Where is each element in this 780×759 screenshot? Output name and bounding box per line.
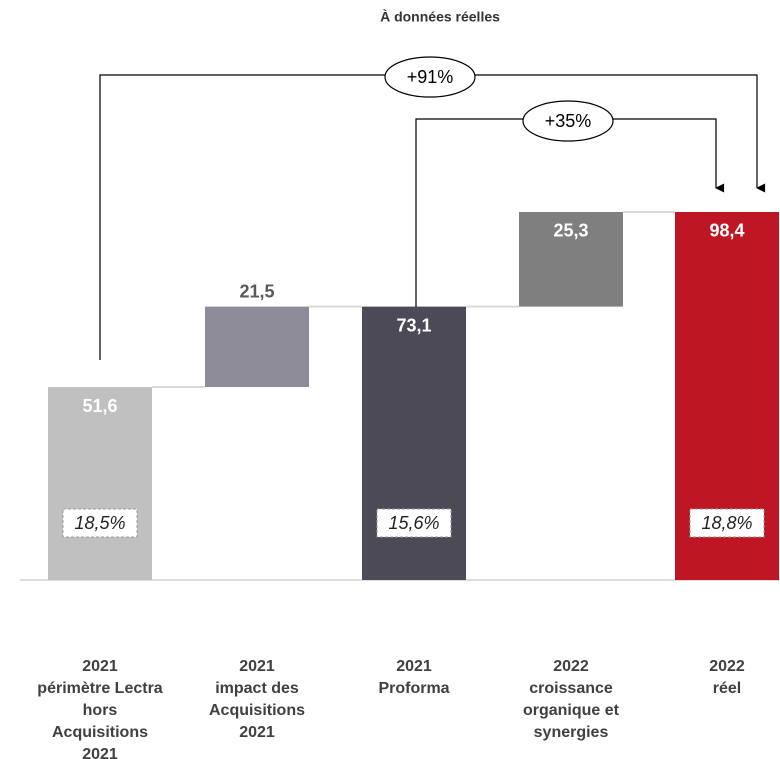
value-label: 51,6 [82, 396, 117, 416]
bar [519, 211, 623, 307]
value-label: 25,3 [553, 221, 588, 241]
margin-box [689, 508, 765, 538]
annotation: +35% [545, 111, 592, 131]
x-tick-label: réel [713, 680, 741, 697]
x-tick-label: Acquisitions [209, 702, 305, 719]
value-label: 21,5 [239, 281, 274, 301]
x-tick-label: impact des [215, 680, 299, 697]
x-tick-label: croissance [529, 680, 613, 697]
x-tick-label: 2021 [396, 658, 432, 675]
x-tick-label: 2021 [239, 658, 275, 675]
x-tick-label: Acquisitions [52, 724, 148, 741]
x-tick-label: Proforma [378, 680, 449, 697]
value-label: 98,4 [709, 221, 744, 241]
bar [48, 387, 152, 580]
margin-label: 15,6% [388, 513, 439, 533]
bar [205, 306, 309, 388]
bar [362, 306, 466, 580]
margin-box [376, 508, 452, 538]
x-tick-label: 2021 [82, 746, 118, 759]
chart-title: À données réelles [380, 9, 500, 25]
x-tick-label: périmètre Lectra [37, 680, 162, 697]
margin-label: 18,8% [701, 513, 752, 533]
x-tick-label: 2022 [553, 658, 589, 675]
x-tick-label: 2022 [709, 658, 745, 675]
x-tick-label: organique et [523, 702, 620, 719]
annotation: +91% [407, 67, 454, 87]
x-tick-label: 2021 [82, 658, 118, 675]
annotation-bubble [522, 100, 614, 142]
annotation-bubble [384, 56, 476, 98]
x-tick-label: synergies [534, 724, 609, 741]
value-label: 73,1 [396, 315, 431, 335]
margin-label: 18,5% [74, 513, 125, 533]
x-tick-label: hors [83, 702, 118, 719]
margin-box [62, 508, 138, 538]
x-tick-label: 2021 [239, 724, 275, 741]
